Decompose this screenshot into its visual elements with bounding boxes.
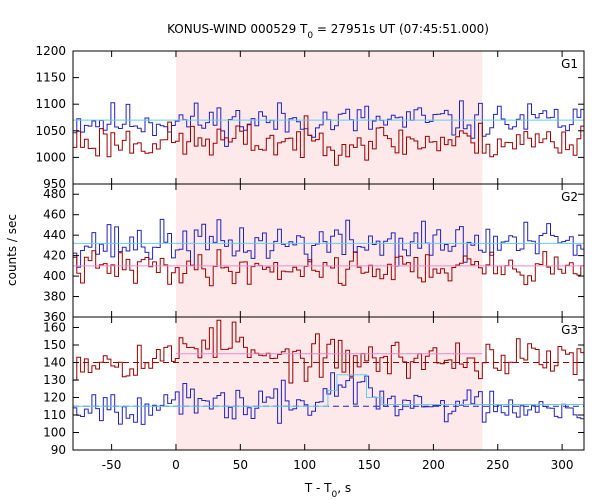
x-tick-label: 150 <box>358 458 381 472</box>
y-tick-label: 360 <box>43 310 66 324</box>
text-layer: KONUS-WIND 000529 T0 = 27951s UT (07:45:… <box>5 22 489 500</box>
chart-title: KONUS-WIND 000529 T0 = 27951s UT (07:45:… <box>167 22 489 41</box>
x-axis-label: T - T0, s <box>304 481 351 500</box>
x-tick-label: 50 <box>233 458 248 472</box>
x-axis-label-main: T - T <box>304 481 332 495</box>
panel-plot-area <box>73 319 584 425</box>
panel-plot-area <box>73 100 584 166</box>
y-tick-label: 1200 <box>35 44 66 58</box>
y-tick-label: 120 <box>43 391 66 405</box>
series-darkred-histogram <box>73 319 584 384</box>
chart-title-main: KONUS-WIND 000529 T <box>167 22 308 36</box>
y-tick-label: 90 <box>51 443 66 457</box>
highlight-interval <box>175 51 483 184</box>
highlight-interval <box>175 317 483 450</box>
y-axis-label: counts / sec <box>5 214 19 286</box>
y-tick-label: 950 <box>43 177 66 191</box>
panel-g2: 360 380 400 420 440 460 480 G2 <box>43 183 585 324</box>
x-axis-label-subscript: 0 <box>332 490 338 500</box>
y-tick-label: 100 <box>43 426 66 440</box>
y-tick-label: 1100 <box>35 97 66 111</box>
y-tick-label: 160 <box>43 321 66 335</box>
x-tick-label: 100 <box>293 458 316 472</box>
x-tick-label: 250 <box>486 458 509 472</box>
y-tick-label: 150 <box>43 338 66 352</box>
y-tick-label: 420 <box>43 249 66 263</box>
x-axis-label-rest: , s <box>337 481 351 495</box>
y-tick-label: 380 <box>43 290 66 304</box>
y-tick-label: 460 <box>43 208 66 222</box>
panels-layer: 95010001050110011501200G1360380400420440… <box>35 44 585 472</box>
panel-label: G2 <box>561 190 578 204</box>
chart-title-subscript: 0 <box>307 31 313 41</box>
x-tick-label: 0 <box>172 458 180 472</box>
panel-g3: 90 100 110 120 130 140 150 160 G3 <box>43 316 585 457</box>
y-tick-label: 440 <box>43 228 66 242</box>
y-tick-label: 480 <box>43 187 66 201</box>
x-tick-label: -50 <box>102 458 122 472</box>
y-tick-label: 1150 <box>35 71 66 85</box>
background-step-fit <box>73 374 584 407</box>
y-tick-label: 130 <box>43 373 66 387</box>
panel-label: G1 <box>561 57 578 71</box>
panel-frame <box>72 316 585 451</box>
chart-title-rest: = 27951s UT (07:45:51.000) <box>313 22 489 36</box>
x-tick-label: 200 <box>422 458 445 472</box>
series-blue-histogram <box>73 218 584 268</box>
highlight-interval <box>175 184 483 317</box>
y-tick-label: 1000 <box>35 150 66 164</box>
series-darkred-histogram <box>73 115 584 166</box>
panel-g1: 950 1000 1050 1100 1150 1200 G1 <box>35 44 585 191</box>
x-tick-label: 300 <box>551 458 574 472</box>
y-tick-label: 110 <box>43 408 66 422</box>
panel-label: G3 <box>561 323 578 337</box>
y-tick-label: 1050 <box>35 124 66 138</box>
panel-plot-area <box>73 218 584 287</box>
y-tick-label: 400 <box>43 269 66 283</box>
y-tick-label: 140 <box>43 356 66 370</box>
